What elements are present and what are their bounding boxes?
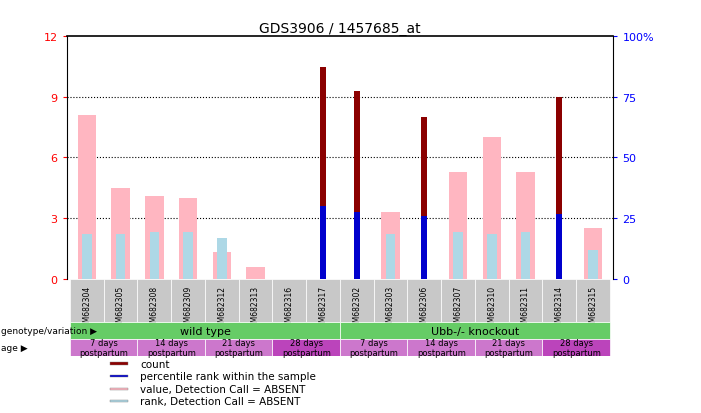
Text: 14 days
postpartum: 14 days postpartum — [147, 338, 196, 358]
Text: age ▶: age ▶ — [1, 344, 27, 352]
Text: GSM682307: GSM682307 — [454, 285, 463, 332]
Bar — [521, 233, 531, 279]
Bar — [340, 339, 407, 356]
Bar — [475, 279, 509, 323]
Bar — [110, 388, 128, 390]
Text: value, Detection Call = ABSENT: value, Detection Call = ABSENT — [140, 384, 306, 394]
Bar — [543, 339, 610, 356]
Bar — [110, 375, 128, 377]
Bar — [557, 214, 562, 279]
Text: GSM682317: GSM682317 — [319, 285, 327, 332]
Bar — [306, 279, 340, 323]
Bar — [454, 233, 463, 279]
Text: GSM682306: GSM682306 — [420, 285, 429, 332]
Text: 7 days
postpartum: 7 days postpartum — [79, 338, 128, 358]
Bar — [116, 235, 125, 279]
Text: GSM682316: GSM682316 — [285, 285, 294, 332]
Bar — [340, 323, 610, 339]
Bar — [543, 279, 576, 323]
Bar — [137, 279, 171, 323]
Text: wild type: wild type — [179, 326, 231, 336]
Bar — [320, 67, 326, 279]
Bar — [212, 253, 231, 279]
Bar — [70, 323, 340, 339]
Bar — [110, 363, 128, 365]
Text: percentile rank within the sample: percentile rank within the sample — [140, 371, 316, 381]
Bar — [517, 172, 535, 279]
Bar — [111, 188, 130, 279]
Text: 21 days
postpartum: 21 days postpartum — [484, 338, 533, 358]
Bar — [354, 92, 360, 279]
Bar — [381, 213, 400, 279]
Bar — [487, 235, 496, 279]
Text: GSM682302: GSM682302 — [353, 285, 361, 332]
Bar — [588, 251, 598, 279]
Text: 14 days
postpartum: 14 days postpartum — [417, 338, 465, 358]
Bar — [273, 279, 306, 323]
Text: GSM682313: GSM682313 — [251, 285, 260, 332]
Bar — [171, 279, 205, 323]
Text: 28 days
postpartum: 28 days postpartum — [552, 338, 601, 358]
Title: GDS3906 / 1457685_at: GDS3906 / 1457685_at — [259, 22, 421, 36]
Bar — [104, 279, 137, 323]
Bar — [509, 279, 543, 323]
Text: GSM682309: GSM682309 — [184, 285, 193, 332]
Bar — [340, 279, 374, 323]
Text: 28 days
postpartum: 28 days postpartum — [282, 338, 331, 358]
Bar — [354, 213, 360, 279]
Text: GSM682305: GSM682305 — [116, 285, 125, 332]
Bar — [584, 229, 602, 279]
Bar — [421, 118, 428, 279]
Bar — [421, 216, 428, 279]
Bar — [441, 279, 475, 323]
Bar — [70, 279, 104, 323]
Bar — [179, 198, 198, 279]
Bar — [475, 339, 543, 356]
Bar — [407, 279, 441, 323]
Bar — [273, 339, 340, 356]
Bar — [205, 339, 273, 356]
Text: GSM682314: GSM682314 — [555, 285, 564, 332]
Text: GSM682303: GSM682303 — [386, 285, 395, 332]
Bar — [137, 339, 205, 356]
Text: GSM682310: GSM682310 — [487, 285, 496, 332]
Bar — [145, 196, 163, 279]
Bar — [482, 138, 501, 279]
Text: Ubb-/- knockout: Ubb-/- knockout — [431, 326, 519, 336]
Bar — [557, 97, 562, 279]
Bar — [239, 279, 273, 323]
Bar — [217, 239, 226, 279]
Bar — [184, 233, 193, 279]
Text: count: count — [140, 358, 170, 369]
Bar — [78, 116, 96, 279]
Bar — [82, 235, 92, 279]
Text: GSM682308: GSM682308 — [150, 285, 159, 332]
Text: GSM682304: GSM682304 — [82, 285, 91, 332]
Bar — [205, 279, 239, 323]
Bar — [386, 235, 395, 279]
Text: GSM682312: GSM682312 — [217, 285, 226, 331]
Bar — [449, 172, 468, 279]
Text: rank, Detection Call = ABSENT: rank, Detection Call = ABSENT — [140, 396, 301, 406]
Bar — [70, 339, 137, 356]
Text: 7 days
postpartum: 7 days postpartum — [349, 338, 398, 358]
Bar — [407, 339, 475, 356]
Text: genotype/variation ▶: genotype/variation ▶ — [1, 327, 97, 335]
Bar — [374, 279, 407, 323]
Bar — [320, 206, 326, 279]
Text: GSM682315: GSM682315 — [589, 285, 598, 332]
Text: GSM682311: GSM682311 — [521, 285, 530, 331]
Text: 21 days
postpartum: 21 days postpartum — [215, 338, 263, 358]
Bar — [149, 233, 159, 279]
Bar — [246, 267, 265, 279]
Bar — [576, 279, 610, 323]
Bar — [110, 400, 128, 402]
